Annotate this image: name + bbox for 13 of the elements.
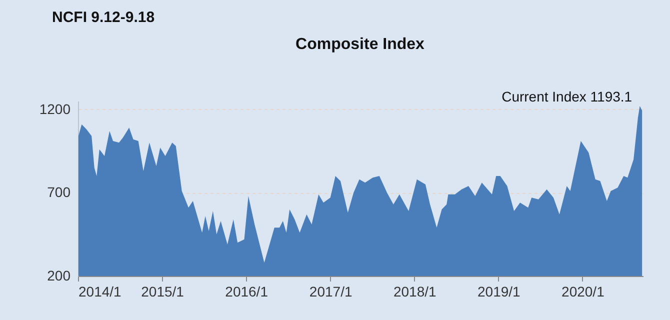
x-tick-label: 2020/1 [562,284,605,300]
x-tick-label: 2017/1 [309,284,352,300]
text: NCFI 9.12-9.18 [52,9,155,26]
chart-title: Composite Index [296,36,425,53]
x-tick-label: 2018/1 [393,284,436,300]
x-tick-label: 2019/1 [477,284,521,300]
x-tick-label: 2014/1 [78,284,122,300]
y-tick-label: 700 [47,184,71,200]
y-tick-label: 200 [47,268,71,284]
x-tick-label: 2015/1 [141,284,184,300]
annotation: Current Index 1193.1 [502,88,632,104]
x-tick-label: 2016/1 [225,284,268,300]
y-tick-label: 1200 [39,100,71,117]
